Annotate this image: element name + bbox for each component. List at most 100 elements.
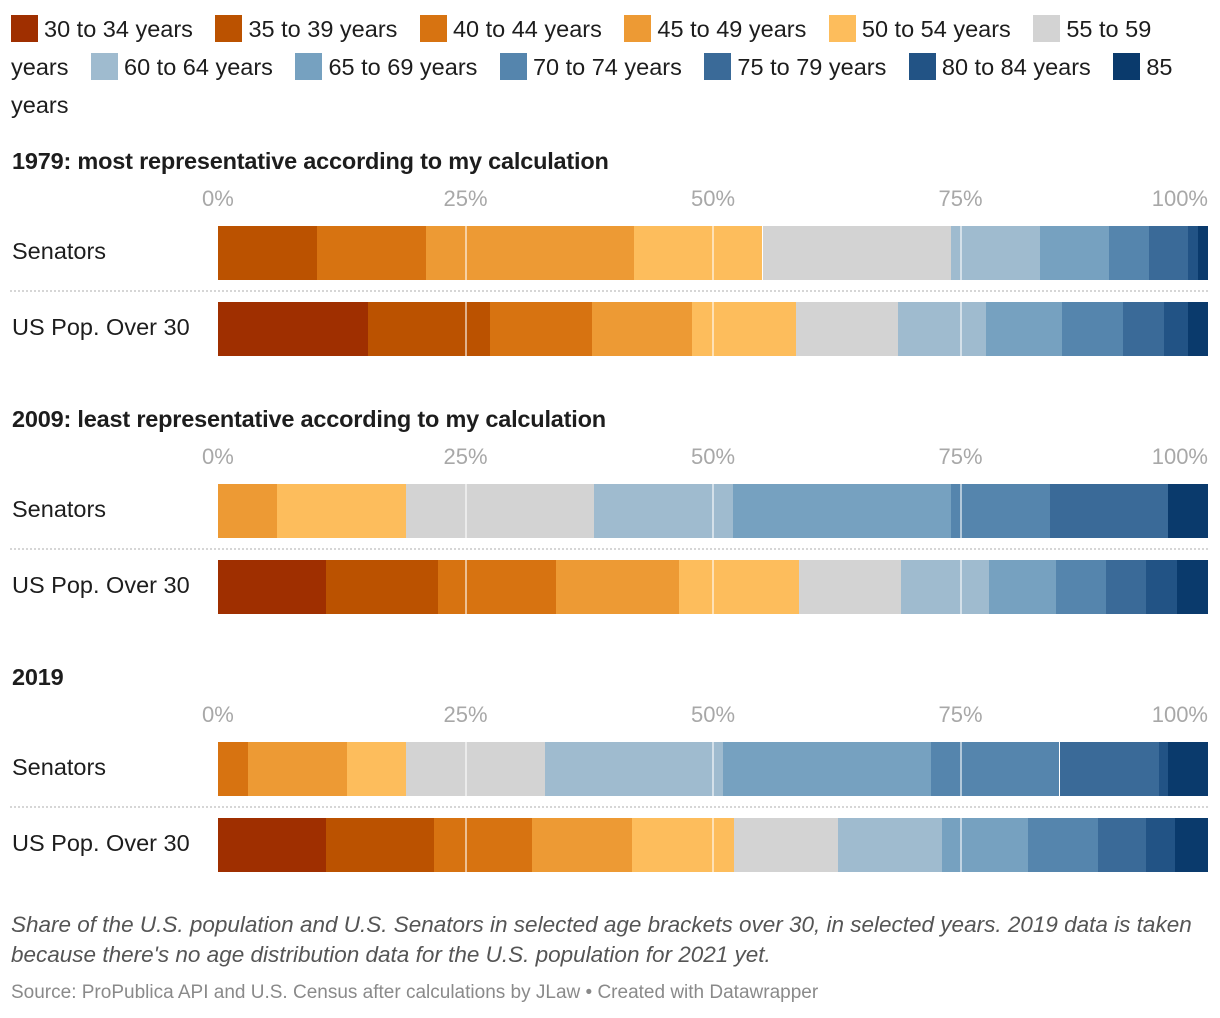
chart-source: Source: ProPublica API and U.S. Census a… [11, 982, 819, 1003]
bar-segment-85-years [1188, 302, 1208, 356]
gridline [959, 226, 962, 280]
legend-item: 40 to 44 years [419, 15, 602, 42]
row-label-us-pop: US Pop. Over 30 [12, 830, 190, 856]
x-tick-label: 75% [938, 186, 983, 211]
legend-label: 70 to 74 years [532, 54, 682, 80]
legend-swatch [828, 15, 856, 42]
legend-item: 80 to 84 years [908, 53, 1091, 80]
bar-segment-55-to-59-years [796, 302, 899, 356]
row-separator [10, 548, 1208, 550]
bar-segment-70-to-74-years [950, 484, 1050, 538]
stacked-bar-us-pop [218, 560, 1208, 614]
row-label-us-pop: US Pop. Over 30 [12, 572, 190, 598]
x-tick-label: 50% [690, 702, 736, 727]
bar-segment-50-to-54-years [346, 742, 407, 796]
bar-segment-45-to-49-years [531, 818, 632, 872]
bar-segment-40-to-44-years [490, 302, 593, 356]
x-tick-label: 0% [202, 444, 234, 469]
bar-segment-65-to-69-years [941, 818, 1028, 872]
bar-segment-70-to-74-years [1055, 560, 1107, 614]
x-tick-label: 25% [443, 702, 488, 727]
x-tick-label: 100% [1151, 702, 1208, 727]
bar-segment-45-to-49-years [555, 560, 680, 614]
gridline [959, 560, 962, 614]
bar-segment-40-to-44-years [317, 226, 426, 280]
bar-segment-70-to-74-years [1027, 818, 1099, 872]
legend-label: 50 to 54 years [861, 16, 1011, 42]
bar-segment-55-to-59-years [406, 742, 545, 796]
gridline [464, 818, 467, 872]
legend-swatch [419, 15, 447, 42]
bar-segment-85-years [1177, 560, 1208, 614]
bar-segment-60-to-64-years [544, 742, 723, 796]
bar-segment-50-to-54-years [277, 484, 407, 538]
bar-segment-75-to-79-years [1148, 226, 1189, 280]
bar-segment-75-to-79-years [1122, 302, 1165, 356]
x-tick-label: 25% [443, 444, 488, 469]
gridline [464, 302, 467, 356]
legend-label: 40 to 44 years [452, 16, 602, 42]
bar-segment-55-to-59-years [733, 818, 838, 872]
legend-label: 30 to 34 years [44, 16, 193, 42]
x-tick-label: 25% [443, 186, 488, 211]
gridline [712, 560, 714, 614]
stacked-bar-us-pop [218, 818, 1208, 872]
bar-segment-50-to-54-years [679, 560, 800, 614]
gridline [712, 226, 714, 280]
panel-2019: 2019 0% 25% 50% 75% 100% Senators US Pop. Ov… [0, 664, 1220, 914]
bar-segment-55-to-59-years [762, 226, 951, 280]
gridline [959, 742, 962, 796]
bar-segment-80-to-84-years [1145, 818, 1176, 872]
legend-swatch [11, 15, 38, 42]
gridline [712, 484, 714, 538]
bar-segment-60-to-64-years [901, 560, 990, 614]
legend-swatch [295, 53, 323, 80]
legend-swatch [91, 53, 118, 80]
x-tick-label: 75% [938, 444, 983, 469]
stacked-bar-senators [218, 742, 1208, 796]
legend-item: 50 to 54 years [828, 15, 1011, 42]
legend-swatch [908, 53, 936, 80]
gridline [464, 560, 467, 614]
legend-swatch [704, 53, 732, 80]
legend-item: 45 to 49 years [624, 15, 807, 42]
stacked-bar-us-pop [218, 302, 1208, 356]
bar-segment-80-to-84-years [1164, 302, 1189, 356]
panel-title: 2009: least representative according to … [12, 406, 606, 432]
x-tick-label: 0% [202, 186, 234, 211]
gridline [959, 484, 962, 538]
chart-notes: Share of the U.S. population and U.S. Se… [11, 912, 1192, 967]
legend-swatch [215, 15, 243, 42]
gridline [712, 818, 714, 872]
panel-2009: 2009: least representative according to … [0, 406, 1220, 656]
bar-segment-45-to-49-years [247, 742, 347, 796]
legend-label: 45 to 49 years [657, 16, 807, 42]
bar-segment-30-to-34-years [218, 302, 369, 356]
legend-swatch [499, 53, 527, 80]
gridline [464, 484, 467, 538]
bar-segment-65-to-69-years [986, 302, 1063, 356]
legend: 30 to 34 years 35 to 39 years 40 to 44 y… [11, 10, 1211, 124]
legend-item: 85 years [11, 53, 1172, 118]
legend-label: 35 to 39 years [248, 16, 398, 42]
bar-segment-50-to-54-years [631, 818, 734, 872]
bar-segment-40-to-44-years [433, 818, 532, 872]
row-label-us-pop: US Pop. Over 30 [12, 314, 190, 340]
legend-label: 60 to 64 years [124, 54, 273, 80]
legend-label: 80 to 84 years [941, 54, 1091, 80]
bar-segment-85-years [1175, 818, 1208, 872]
legend-item: 60 to 64 years [91, 53, 273, 80]
bar-segment-45-to-49-years [218, 484, 278, 538]
bar-segment-45-to-49-years [425, 226, 634, 280]
bar-segment-35-to-39-years [325, 818, 434, 872]
bar-segment-30-to-34-years [218, 560, 326, 614]
x-tick-label: 75% [938, 702, 983, 727]
gridline [959, 818, 962, 872]
gridline [712, 742, 714, 796]
legend-item: 30 to 34 years [11, 15, 193, 42]
gridline [712, 302, 714, 356]
bar-segment-75-to-79-years [1049, 484, 1169, 538]
row-label-senators: Senators [12, 496, 107, 522]
bar-segment-85-years [1198, 226, 1208, 280]
x-tick-label: 100% [1151, 444, 1208, 469]
